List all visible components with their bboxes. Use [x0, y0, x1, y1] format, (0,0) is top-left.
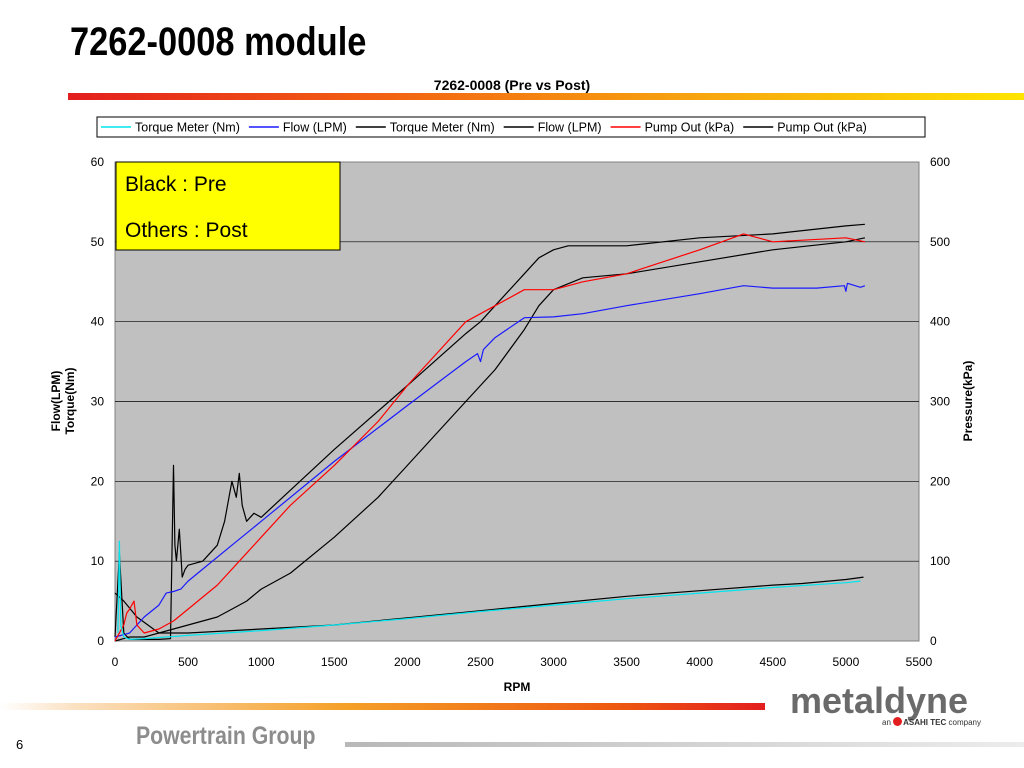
x-tick-label: 5000 — [833, 655, 860, 669]
x-tick-label: 0 — [112, 655, 119, 669]
y-tick-label: 40 — [91, 315, 105, 329]
series-line-torque-meter-nm-0 — [117, 540, 861, 641]
y2-tick-label: 400 — [930, 315, 950, 329]
logo-wordmark: metaldyne — [790, 680, 969, 721]
footer-group-name: Powertrain Group — [136, 722, 316, 750]
y2-tick-label: 300 — [930, 395, 950, 409]
logo-tagline: an ASAHI TEC company — [882, 717, 981, 727]
y-tick-label: 20 — [91, 474, 105, 488]
legend-label: Torque Meter (Nm) — [390, 121, 495, 135]
x-tick-label: 500 — [178, 655, 198, 669]
annotation-box: Black : Pre Others : Post — [115, 161, 341, 251]
y-axis-label: Flow(LPM) Torque(Nm) — [49, 367, 77, 434]
series-line-torque-meter-nm-2 — [114, 576, 864, 634]
x-tick-label: 4000 — [686, 655, 713, 669]
y-axis-label-line2: Torque(Nm) — [63, 367, 77, 434]
x-tick-label: 5500 — [906, 655, 933, 669]
series-layer — [114, 223, 866, 642]
slide-title: 7262-0008 module — [70, 20, 367, 64]
logo-suffix: company — [948, 718, 981, 727]
series-line-flow-lpm-3 — [114, 223, 865, 641]
y-axis-label-line1: Flow(LPM) — [49, 371, 63, 432]
annotation-line-1: Black : Pre — [125, 173, 227, 196]
legend-label: Torque Meter (Nm) — [135, 121, 240, 135]
x-tick-label: 1000 — [248, 655, 275, 669]
chart-title: 7262-0008 (Pre vs Post) — [434, 77, 590, 93]
x-axis-label: RPM — [504, 680, 531, 694]
footer-line — [345, 742, 1024, 747]
footer-rule — [0, 703, 765, 710]
y2-axis-label: Pressure(kPa) — [961, 361, 975, 442]
series-line-pump-out-kpa-5 — [114, 237, 866, 642]
axis-ticks: 0 500 1000 1500 2000 2500 3000 3500 4000 4500 5000… — [91, 155, 951, 669]
x-tick-label: 1500 — [321, 655, 348, 669]
x-tick-label: 4500 — [759, 655, 786, 669]
y2-tick-label: 0 — [930, 634, 937, 648]
logo-prefix: an — [882, 718, 891, 727]
series-line-pump-out-kpa-4 — [114, 233, 866, 642]
y-tick-label: 60 — [91, 155, 105, 169]
chart-legend: Torque Meter (Nm) Flow (LPM) Torque Meter … — [96, 116, 926, 138]
legend-label: Pump Out (kPa) — [645, 121, 735, 135]
y2-tick-label: 200 — [930, 474, 950, 488]
y-tick-label: 50 — [91, 235, 105, 249]
y2-tick-label: 600 — [930, 155, 950, 169]
x-tick-label: 3500 — [613, 655, 640, 669]
annotation-line-2: Others : Post — [125, 219, 248, 242]
y-tick-label: 30 — [91, 395, 105, 409]
title-underline — [68, 93, 1024, 100]
legend-label: Flow (LPM) — [538, 121, 602, 135]
x-tick-label: 2500 — [467, 655, 494, 669]
logo-brand: ASAHI TEC — [903, 718, 947, 727]
legend-label: Pump Out (kPa) — [777, 121, 867, 135]
page-number: 6 — [16, 737, 24, 752]
line-chart: 7262-0008 (Pre vs Post) Torque Meter (Nm… — [49, 77, 975, 694]
series-line-flow-lpm-1 — [114, 282, 866, 638]
y-tick-label: 10 — [91, 554, 105, 568]
legend-label: Flow (LPM) — [283, 121, 347, 135]
company-logo: metaldyne an ASAHI TEC company — [790, 680, 990, 730]
x-tick-label: 2000 — [394, 655, 421, 669]
y-tick-label: 0 — [97, 634, 104, 648]
y2-tick-label: 500 — [930, 235, 950, 249]
x-tick-label: 3000 — [540, 655, 567, 669]
y2-tick-label: 100 — [930, 554, 950, 568]
asahi-tec-icon — [893, 717, 903, 726]
